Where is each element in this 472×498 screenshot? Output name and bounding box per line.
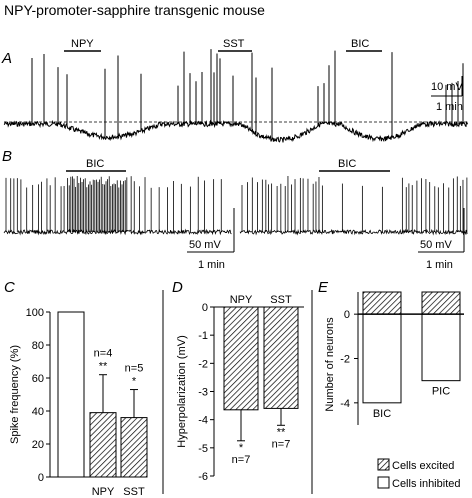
- y-tick-label: 100: [26, 307, 44, 319]
- legend-swatch-excited: [377, 458, 390, 471]
- y-tick-label: 60: [32, 373, 44, 385]
- bar-inhibited: [362, 313, 402, 404]
- y-tick-label: -4: [198, 415, 208, 427]
- panel-e-chart: 0 -2 -4 Number of neurons BIC PIC Cells excite…: [324, 291, 464, 490]
- n-annotation: n=7: [232, 454, 251, 466]
- voltage-scale-label: 10 mV: [431, 81, 463, 93]
- time-scale-label-left: 1 min: [198, 259, 225, 271]
- significance-annotation: *: [239, 442, 244, 454]
- n-annotation: n=5: [125, 363, 144, 375]
- sst-label: SST: [223, 38, 245, 50]
- bar: [120, 417, 148, 478]
- legend-swatch-inhibited: [377, 476, 390, 489]
- y-tick-label: -5: [198, 443, 208, 455]
- bar-excited: [421, 291, 461, 315]
- x-tick-label: BIC: [373, 408, 391, 420]
- x-tick-label: PIC: [432, 386, 450, 398]
- x-tick-label: SST: [123, 486, 145, 498]
- panel-e-label: E: [318, 279, 329, 296]
- firing-trace-left: [3, 176, 232, 236]
- membrane-potential-trace: [3, 119, 469, 143]
- y-tick-label: 0: [38, 472, 44, 484]
- y-tick-label: -1: [198, 330, 208, 342]
- bic-label-left: BIC: [86, 158, 104, 170]
- bar: [263, 306, 299, 409]
- panel-c-label: C: [4, 279, 15, 296]
- y-tick-label: -6: [198, 471, 208, 483]
- bar-excited: [362, 291, 402, 315]
- bar: [89, 412, 117, 478]
- y-tick-label: 0: [202, 302, 208, 314]
- panel-a: A NPY SST BIC 10 mV 1 min: [1, 38, 469, 143]
- y-axis-label: Number of neurons: [324, 317, 336, 412]
- time-scale-label: 1 min: [436, 101, 463, 113]
- significance-annotation: **: [277, 426, 286, 438]
- bic-label-right: BIC: [338, 158, 356, 170]
- y-tick-label: 20: [32, 439, 44, 451]
- x-tick-label: SST: [270, 294, 292, 306]
- y-tick-label: -2: [340, 354, 350, 366]
- y-tick-label: 0: [344, 309, 350, 321]
- y-tick-label: 80: [32, 340, 44, 352]
- panel-b: B BIC BIC 50 mV 1 min 50 mV 1 min: [2, 148, 468, 271]
- y-tick-label: 40: [32, 406, 44, 418]
- y-axis-label: Hyperpolarization (mV): [176, 335, 188, 447]
- n-annotation: n=7: [272, 438, 291, 450]
- firing-trace-right: [239, 176, 468, 236]
- y-tick-label: -4: [340, 398, 350, 410]
- legend-label-inhibited: Cells inhibited: [392, 478, 460, 490]
- bar: [57, 311, 85, 478]
- bar-inhibited: [421, 313, 461, 382]
- n-annotation: n=4: [94, 348, 113, 360]
- y-tick-label: -2: [198, 358, 208, 370]
- y-axis-label: Spike frequency (%): [9, 345, 21, 444]
- trace-baseline: [239, 228, 468, 236]
- voltage-scale-label-left: 50 mV: [189, 239, 221, 251]
- trace-baseline: [3, 228, 232, 236]
- significance-annotation: *: [132, 376, 137, 388]
- y-tick-label: -3: [198, 387, 208, 399]
- time-scale-label-right: 1 min: [426, 259, 453, 271]
- panel-c-chart: 0 20 40 60 80 100 Spike frequency (%) n=4** NPY n…: [9, 307, 148, 498]
- panel-d-label: D: [172, 279, 183, 296]
- x-tick-label: NPY: [230, 294, 253, 306]
- voltage-scale-label-right: 50 mV: [420, 239, 452, 251]
- panel-a-label: A: [1, 50, 12, 67]
- spike-marks: [31, 49, 464, 140]
- significance-annotation: **: [99, 361, 108, 373]
- bic-label: BIC: [351, 38, 369, 50]
- figure-title: NPY-promoter-sapphire transgenic mouse: [4, 2, 265, 18]
- npy-label: NPY: [71, 38, 94, 50]
- panel-b-label: B: [2, 148, 12, 165]
- bar: [223, 306, 259, 411]
- x-tick-label: NPY: [92, 486, 115, 498]
- legend-label-excited: Cells excited: [392, 460, 454, 472]
